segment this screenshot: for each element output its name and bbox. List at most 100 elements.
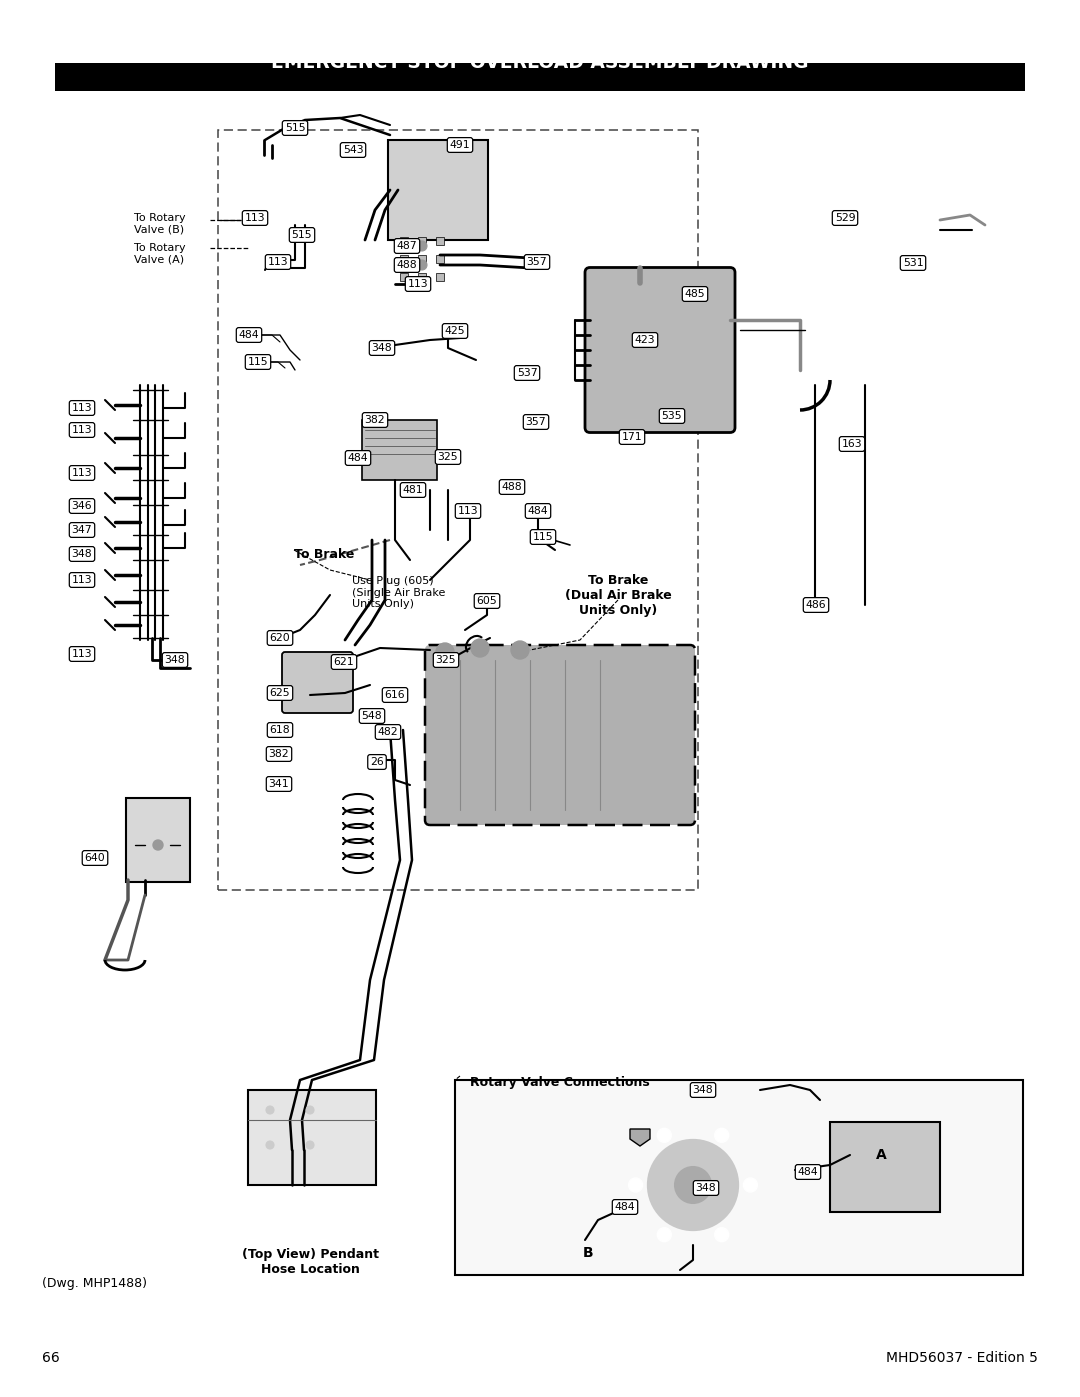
Text: 113: 113 — [458, 506, 478, 515]
Text: 482: 482 — [378, 726, 399, 738]
Bar — [218, 130, 698, 890]
FancyBboxPatch shape — [426, 645, 696, 826]
Circle shape — [629, 1178, 643, 1192]
Text: 341: 341 — [269, 780, 289, 789]
Circle shape — [410, 485, 420, 495]
Text: 113: 113 — [71, 576, 92, 585]
Circle shape — [436, 643, 454, 661]
Circle shape — [417, 260, 427, 270]
Circle shape — [715, 1129, 729, 1143]
Text: 621: 621 — [334, 657, 354, 666]
Circle shape — [648, 1140, 738, 1231]
Text: 484: 484 — [528, 506, 549, 515]
Text: 26: 26 — [370, 757, 383, 767]
Circle shape — [471, 638, 489, 657]
Text: 348: 348 — [692, 1085, 713, 1095]
FancyBboxPatch shape — [282, 652, 353, 712]
Text: 484: 484 — [239, 330, 259, 339]
Text: 484: 484 — [798, 1166, 819, 1178]
Bar — [55, 63, 1025, 91]
Text: 113: 113 — [268, 257, 288, 267]
Text: 113: 113 — [71, 402, 92, 414]
Circle shape — [417, 279, 427, 289]
Text: 491: 491 — [449, 140, 470, 149]
Text: 348: 348 — [164, 655, 186, 665]
Text: 382: 382 — [365, 415, 386, 425]
Text: 548: 548 — [362, 711, 382, 721]
Text: 347: 347 — [71, 525, 92, 535]
Bar — [455, 1080, 1023, 1275]
Text: 531: 531 — [903, 258, 923, 268]
Text: 325: 325 — [437, 453, 458, 462]
Text: Rotary Valve Connections: Rotary Valve Connections — [470, 1076, 650, 1090]
Text: 488: 488 — [396, 260, 417, 270]
Text: 357: 357 — [526, 416, 546, 427]
Bar — [388, 140, 488, 240]
Text: 115: 115 — [532, 532, 553, 542]
Text: 487: 487 — [396, 242, 417, 251]
Text: 605: 605 — [476, 597, 498, 606]
Text: 625: 625 — [270, 687, 291, 698]
Text: 485: 485 — [685, 289, 705, 299]
FancyBboxPatch shape — [585, 267, 735, 433]
Circle shape — [511, 641, 529, 659]
Bar — [418, 272, 426, 281]
Text: 537: 537 — [516, 367, 538, 379]
Text: EMERGENCY STOP OVERLOAD ASSEMBLY DRAWING: EMERGENCY STOP OVERLOAD ASSEMBLY DRAWING — [271, 53, 809, 73]
Text: 346: 346 — [71, 502, 92, 511]
Circle shape — [435, 453, 445, 462]
Text: To Brake: To Brake — [294, 548, 354, 562]
Text: 543: 543 — [342, 145, 363, 155]
Text: 484: 484 — [348, 453, 368, 462]
Bar — [436, 256, 444, 263]
Text: 163: 163 — [841, 439, 862, 448]
Bar — [436, 237, 444, 244]
Text: 488: 488 — [502, 482, 523, 492]
Circle shape — [417, 242, 427, 251]
Text: 348: 348 — [696, 1183, 716, 1193]
Text: MHD56037 - Edition 5: MHD56037 - Edition 5 — [886, 1351, 1038, 1365]
Circle shape — [306, 1141, 314, 1148]
Circle shape — [715, 1228, 729, 1242]
Text: 481: 481 — [403, 485, 423, 495]
Bar — [248, 1090, 376, 1185]
Text: B: B — [583, 1246, 593, 1260]
Text: 113: 113 — [407, 279, 429, 289]
Text: 640: 640 — [84, 854, 106, 863]
Circle shape — [658, 1129, 672, 1143]
Text: 515: 515 — [292, 231, 312, 240]
Circle shape — [675, 1166, 711, 1203]
Text: 529: 529 — [835, 212, 855, 224]
Circle shape — [266, 1141, 274, 1148]
Bar — [400, 256, 408, 263]
Bar — [436, 272, 444, 281]
Circle shape — [266, 1106, 274, 1113]
Text: 486: 486 — [806, 599, 826, 610]
Circle shape — [658, 1228, 672, 1242]
Text: (Top View) Pendant
Hose Location: (Top View) Pendant Hose Location — [242, 1248, 378, 1275]
Polygon shape — [831, 1122, 940, 1213]
Text: 348: 348 — [71, 549, 92, 559]
Text: 616: 616 — [384, 690, 405, 700]
Text: A: A — [876, 1148, 887, 1162]
Text: To Brake
(Dual Air Brake
Units Only): To Brake (Dual Air Brake Units Only) — [565, 574, 672, 617]
Text: 382: 382 — [269, 749, 289, 759]
Circle shape — [743, 1178, 757, 1192]
Circle shape — [306, 1106, 314, 1113]
Text: 618: 618 — [270, 725, 291, 735]
Bar — [418, 237, 426, 244]
Text: To Rotary
Valve (A): To Rotary Valve (A) — [134, 243, 186, 264]
Text: 115: 115 — [247, 358, 268, 367]
Text: 484: 484 — [615, 1201, 635, 1213]
Text: 325: 325 — [435, 655, 457, 665]
Text: 66: 66 — [42, 1351, 59, 1365]
Circle shape — [460, 506, 470, 515]
Text: 425: 425 — [445, 326, 465, 337]
Bar — [400, 272, 408, 281]
Text: 113: 113 — [71, 650, 92, 659]
Text: 535: 535 — [662, 411, 683, 420]
Polygon shape — [630, 1129, 650, 1146]
Text: 515: 515 — [285, 123, 306, 133]
Text: 357: 357 — [527, 257, 548, 267]
Text: 620: 620 — [270, 633, 291, 643]
